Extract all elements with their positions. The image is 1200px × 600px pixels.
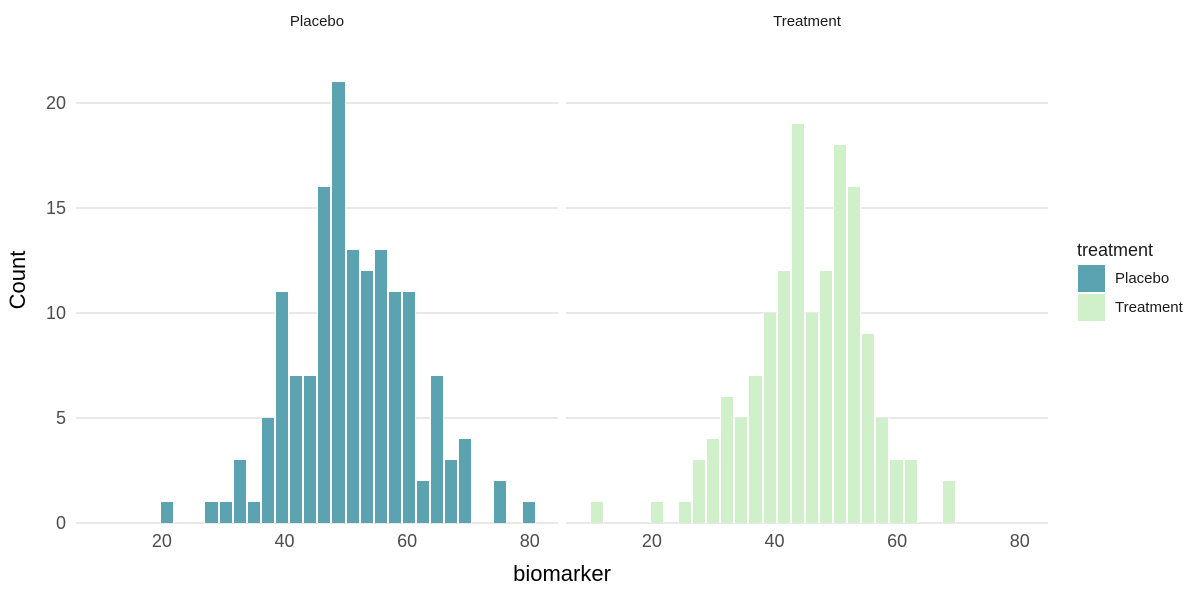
legend-item-placebo: Placebo	[1078, 265, 1183, 292]
legend-item-treatment: Treatment	[1078, 294, 1183, 321]
legend-swatch-placebo	[1078, 265, 1105, 292]
histogram-bar	[359, 271, 374, 523]
histogram-bar	[522, 502, 537, 523]
legend: Placebo Treatment	[1078, 265, 1183, 321]
histogram-bar	[204, 502, 219, 523]
histogram-bar	[818, 271, 834, 523]
histogram-bar	[492, 481, 507, 523]
panel-placebo	[76, 40, 558, 524]
histogram-bar	[748, 376, 763, 523]
histogram-bar	[430, 376, 445, 523]
y-tick-label: 10	[45, 303, 66, 323]
histogram-bar	[246, 502, 261, 523]
histogram-bar	[734, 418, 749, 523]
x-tick-label: 80	[1009, 531, 1030, 551]
y-tick-label: 20	[45, 93, 66, 113]
histogram-bar	[345, 250, 360, 523]
y-tick-label: 0	[55, 513, 66, 533]
x-tick-label: 80	[519, 531, 540, 551]
histogram-bar	[387, 292, 402, 523]
y-tick-label: 15	[45, 198, 66, 218]
gridline-y-0	[566, 522, 1048, 524]
histogram-bar	[159, 502, 174, 523]
histogram-bar	[942, 481, 957, 523]
histogram-bar	[444, 460, 459, 523]
histogram-bar	[317, 187, 332, 523]
legend-swatch-treatment	[1078, 294, 1105, 321]
histogram-bar	[847, 187, 862, 523]
histogram-bar	[720, 397, 735, 523]
histogram-bar	[416, 481, 431, 523]
facet-title-placebo: Placebo	[289, 13, 345, 30]
x-tick-label: 40	[274, 531, 295, 551]
y-tick-label: 5	[55, 408, 66, 428]
histogram-bar	[692, 460, 707, 523]
histogram-bar	[833, 145, 848, 523]
histogram-bar	[218, 502, 233, 523]
histogram-bar	[373, 250, 388, 523]
histogram-bar	[260, 418, 275, 523]
histogram-bar	[706, 439, 721, 523]
histogram-bar	[875, 418, 890, 523]
gridline-y-15	[566, 207, 1048, 209]
histogram-bar	[649, 502, 664, 523]
x-tick-label: 20	[641, 531, 662, 551]
panel-treatment	[566, 40, 1048, 524]
histogram-bar	[303, 376, 318, 523]
gridline-y-20	[76, 102, 558, 104]
histogram-bar	[776, 271, 791, 523]
histogram-bar	[861, 334, 876, 523]
gridline-y-0	[76, 522, 558, 524]
x-tick-label: 60	[397, 531, 418, 551]
histogram-bar	[903, 460, 918, 523]
histogram-bar	[677, 502, 692, 523]
histogram-bar	[458, 439, 473, 523]
histogram-bar	[232, 460, 247, 523]
histogram-bar	[804, 313, 819, 523]
gridline-y-10	[76, 312, 558, 314]
legend-label-treatment: Treatment	[1115, 299, 1183, 316]
histogram-bar	[589, 502, 604, 523]
histogram-bar	[331, 82, 346, 523]
histogram-bar	[274, 292, 290, 523]
facet-title-treatment: Treatment	[773, 13, 841, 30]
legend-label-placebo: Placebo	[1115, 270, 1170, 287]
histogram-bar	[889, 460, 904, 523]
x-axis-title: biomarker	[513, 561, 611, 586]
histogram-bar	[401, 292, 417, 523]
x-tick-label: 20	[151, 531, 172, 551]
x-tick-label: 40	[764, 531, 785, 551]
histogram-bar	[790, 124, 805, 523]
histogram-bar	[762, 313, 777, 523]
histogram-bar	[289, 376, 304, 523]
gridline-y-20	[566, 102, 1048, 104]
gridline-y-15	[76, 207, 558, 209]
legend-title: treatment	[1077, 240, 1154, 260]
x-tick-label: 60	[887, 531, 908, 551]
